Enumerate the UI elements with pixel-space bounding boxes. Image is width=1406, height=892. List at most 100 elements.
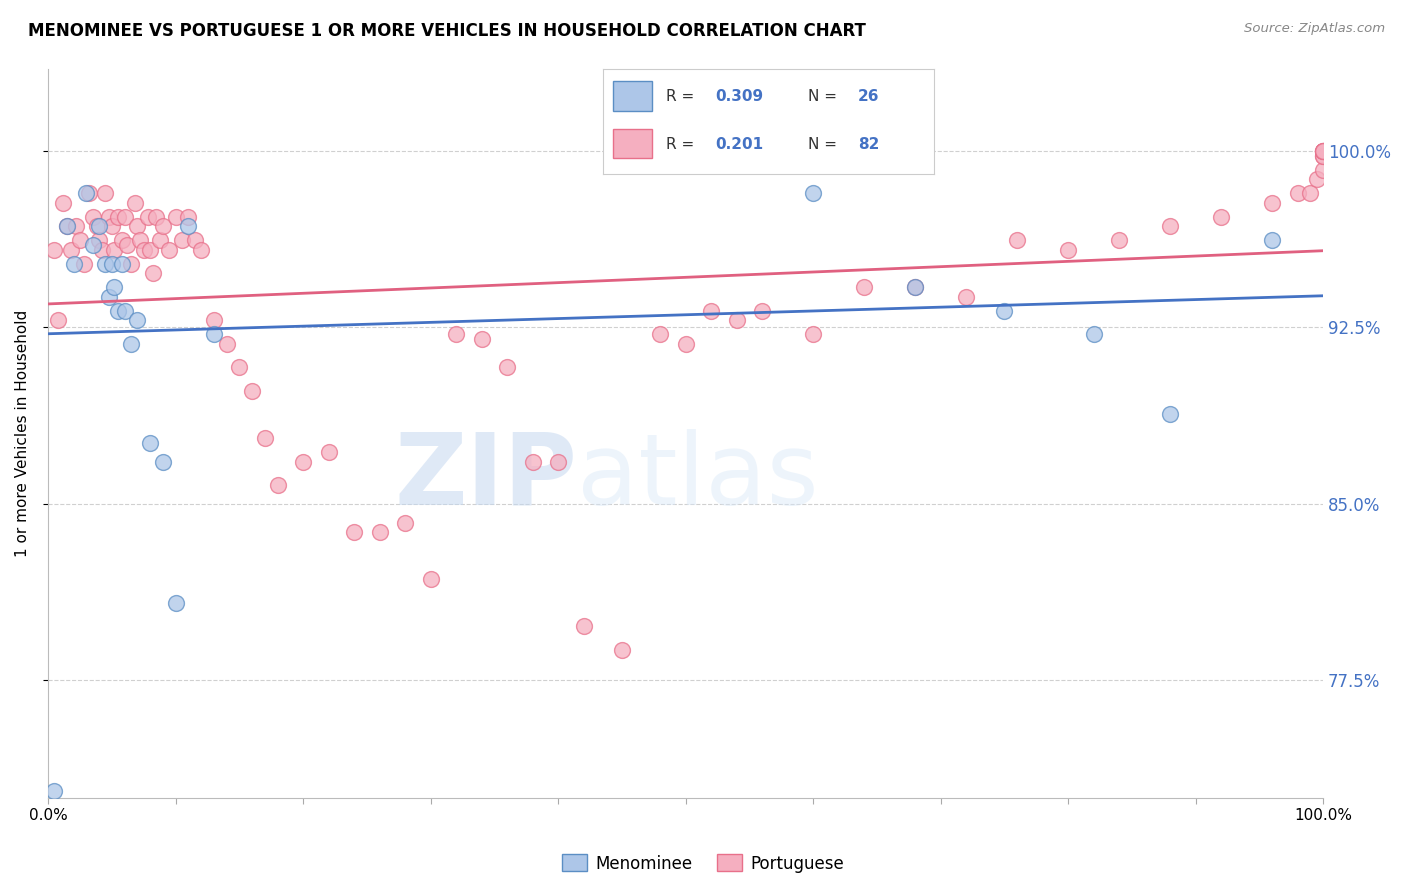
Point — [94, 257, 117, 271]
Point — [177, 210, 200, 224]
Point — [87, 219, 110, 234]
Point — [202, 327, 225, 342]
Point — [801, 327, 824, 342]
Point — [725, 313, 748, 327]
Point — [170, 233, 193, 247]
Point — [152, 219, 174, 234]
Point — [904, 280, 927, 294]
Point — [82, 238, 104, 252]
Point — [572, 619, 595, 633]
Point — [1299, 186, 1322, 201]
Point — [120, 336, 142, 351]
Text: ZIP: ZIP — [394, 428, 578, 525]
Point — [98, 290, 121, 304]
Point — [1108, 233, 1130, 247]
Point — [904, 280, 927, 294]
Point — [1312, 144, 1334, 158]
Point — [103, 243, 125, 257]
Point — [1312, 144, 1334, 158]
Point — [132, 243, 155, 257]
Point — [128, 233, 150, 247]
Y-axis label: 1 or more Vehicles in Household: 1 or more Vehicles in Household — [15, 310, 30, 557]
Point — [152, 454, 174, 468]
Point — [292, 454, 315, 468]
Point — [1057, 243, 1080, 257]
Point — [56, 219, 79, 234]
Point — [751, 304, 773, 318]
Point — [69, 233, 91, 247]
Point — [139, 243, 162, 257]
Point — [547, 454, 569, 468]
Point — [1083, 327, 1105, 342]
Point — [157, 243, 180, 257]
Point — [46, 313, 69, 327]
Point — [394, 516, 416, 530]
Point — [419, 572, 441, 586]
Point — [90, 243, 112, 257]
Point — [75, 186, 97, 201]
Point — [149, 233, 172, 247]
Text: atlas: atlas — [578, 428, 818, 525]
Point — [1005, 233, 1028, 247]
Point — [1312, 144, 1334, 158]
Point — [142, 266, 165, 280]
Point — [136, 210, 159, 224]
Point — [522, 454, 544, 468]
Point — [240, 384, 263, 398]
Point — [52, 195, 75, 210]
Point — [1312, 148, 1334, 162]
Point — [190, 243, 212, 257]
Point — [610, 642, 633, 657]
Point — [1306, 172, 1329, 186]
Point — [120, 257, 142, 271]
Point — [496, 360, 519, 375]
Point — [44, 784, 66, 798]
Point — [1159, 219, 1181, 234]
Point — [101, 257, 124, 271]
Point — [228, 360, 250, 375]
Point — [114, 210, 136, 224]
Point — [73, 257, 96, 271]
Text: Source: ZipAtlas.com: Source: ZipAtlas.com — [1244, 22, 1385, 36]
Point — [1261, 233, 1284, 247]
Point — [111, 233, 134, 247]
Point — [343, 525, 366, 540]
Point — [56, 219, 79, 234]
Point — [44, 243, 66, 257]
Point — [82, 210, 104, 224]
Point — [1312, 144, 1334, 158]
Point — [65, 219, 87, 234]
Point — [1312, 148, 1334, 162]
Point — [107, 210, 129, 224]
Point — [127, 219, 149, 234]
Point — [955, 290, 977, 304]
Point — [266, 478, 288, 492]
Point — [77, 186, 100, 201]
Point — [124, 195, 146, 210]
Point — [1159, 408, 1181, 422]
Point — [801, 186, 824, 201]
Point — [444, 327, 467, 342]
Point — [1286, 186, 1309, 201]
Point — [700, 304, 723, 318]
Point — [114, 304, 136, 318]
Point — [115, 238, 138, 252]
Point — [165, 596, 187, 610]
Point — [103, 280, 125, 294]
Point — [86, 219, 108, 234]
Point — [853, 280, 876, 294]
Point — [368, 525, 391, 540]
Point — [675, 336, 697, 351]
Point — [127, 313, 149, 327]
Point — [139, 435, 162, 450]
Point — [253, 431, 276, 445]
Point — [101, 219, 124, 234]
Point — [1211, 210, 1233, 224]
Point — [177, 219, 200, 234]
Point — [165, 210, 187, 224]
Point — [62, 257, 84, 271]
Point — [215, 336, 238, 351]
Point — [98, 210, 121, 224]
Point — [94, 186, 117, 201]
Text: MENOMINEE VS PORTUGUESE 1 OR MORE VEHICLES IN HOUSEHOLD CORRELATION CHART: MENOMINEE VS PORTUGUESE 1 OR MORE VEHICL… — [28, 22, 866, 40]
